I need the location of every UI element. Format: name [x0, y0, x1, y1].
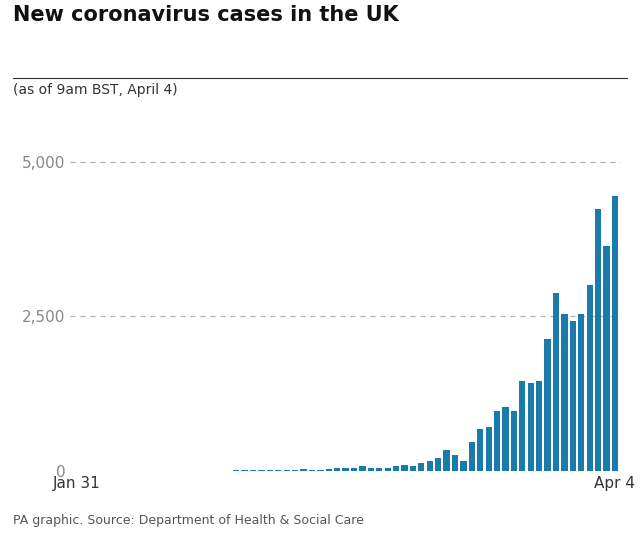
- Bar: [502, 407, 509, 471]
- Bar: [300, 469, 307, 471]
- Bar: [519, 381, 525, 471]
- Bar: [494, 411, 500, 471]
- Bar: [359, 466, 365, 471]
- Bar: [536, 381, 542, 471]
- Bar: [511, 411, 517, 471]
- Bar: [553, 293, 559, 471]
- Bar: [385, 468, 391, 471]
- Bar: [435, 458, 442, 471]
- Bar: [308, 470, 315, 471]
- Bar: [342, 468, 349, 471]
- Bar: [427, 461, 433, 471]
- Bar: [586, 285, 593, 471]
- Bar: [604, 247, 610, 471]
- Bar: [418, 463, 424, 471]
- Bar: [275, 470, 282, 471]
- Bar: [393, 466, 399, 471]
- Bar: [292, 470, 298, 471]
- Bar: [452, 455, 458, 471]
- Bar: [468, 442, 475, 471]
- Bar: [326, 469, 332, 471]
- Bar: [284, 470, 290, 471]
- Bar: [612, 196, 618, 471]
- Bar: [368, 468, 374, 471]
- Bar: [545, 339, 551, 471]
- Bar: [477, 429, 483, 471]
- Bar: [486, 427, 492, 471]
- Bar: [570, 320, 576, 471]
- Text: (as of 9am BST, April 4): (as of 9am BST, April 4): [13, 83, 177, 97]
- Text: New coronavirus cases in the UK: New coronavirus cases in the UK: [13, 5, 399, 25]
- Bar: [334, 468, 340, 471]
- Bar: [401, 465, 408, 471]
- Bar: [317, 470, 323, 471]
- Bar: [376, 468, 383, 471]
- Bar: [595, 209, 601, 471]
- Bar: [561, 314, 568, 471]
- Bar: [444, 450, 450, 471]
- Bar: [578, 314, 584, 471]
- Text: PA graphic. Source: Department of Health & Social Care: PA graphic. Source: Department of Health…: [13, 514, 364, 527]
- Bar: [460, 461, 467, 471]
- Bar: [527, 383, 534, 471]
- Bar: [267, 470, 273, 471]
- Bar: [410, 466, 416, 471]
- Bar: [351, 468, 357, 471]
